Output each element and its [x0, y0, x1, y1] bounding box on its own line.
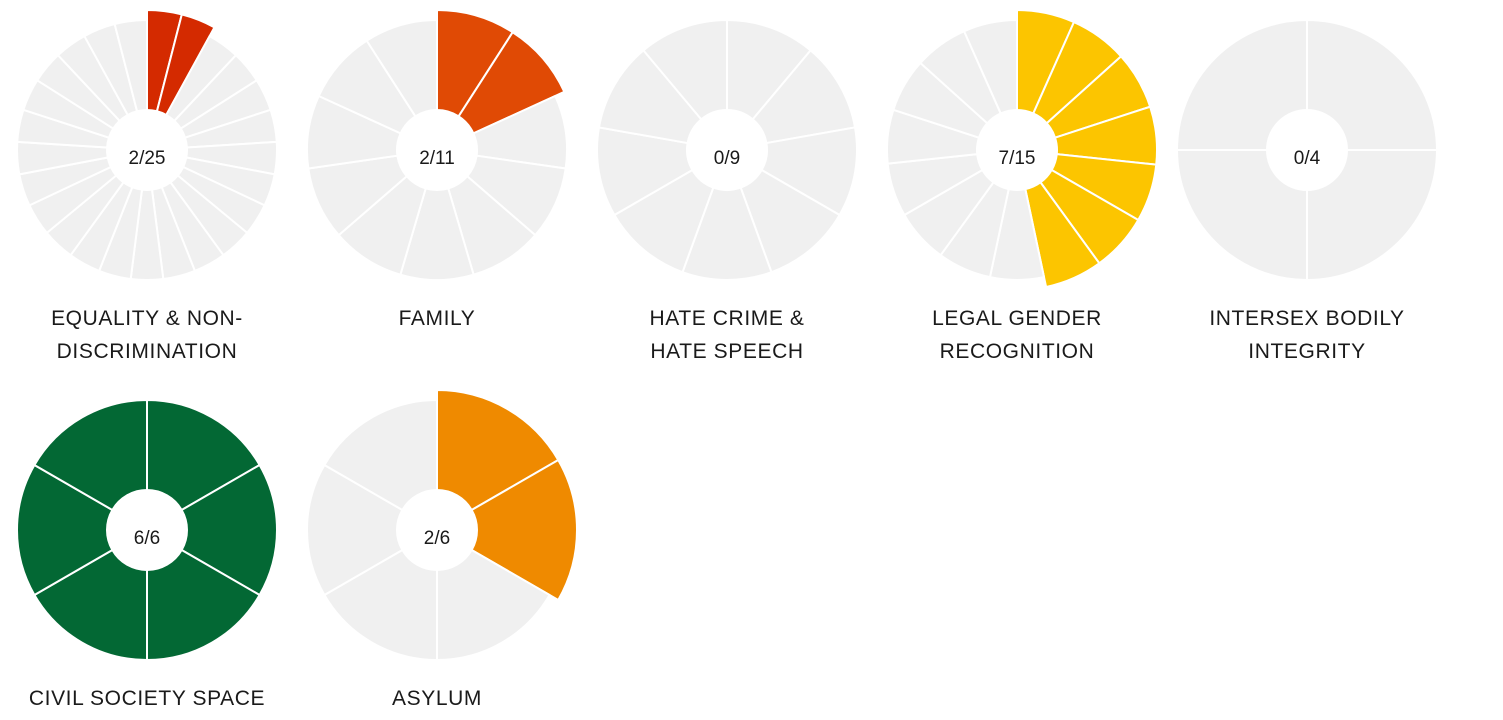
wheel-segment-achieved [33, 549, 148, 661]
wheel-segment-empty [113, 19, 148, 113]
wheel-segment-empty [760, 126, 858, 216]
wheel-ratio-label: 7/15 [998, 148, 1036, 169]
wheel-segment-empty [739, 169, 841, 274]
wheel-segment-empty [306, 464, 404, 596]
wheel-segment-empty [323, 399, 438, 511]
wheel-ratio-label: 2/25 [128, 148, 166, 169]
wheel-chart [292, 10, 582, 290]
wheel-svg [306, 390, 578, 661]
wheel-segment-achieved [155, 13, 216, 116]
wheel-segment-empty [1176, 19, 1308, 151]
wheel-segment-empty [1306, 19, 1438, 151]
category-label: FAMILY [398, 307, 476, 330]
category-label: CIVIL SOCIETY SPACE [28, 687, 266, 710]
wheel-segment-empty [447, 175, 537, 276]
wheel-segment-empty [307, 154, 408, 237]
wheel-chart [2, 390, 292, 670]
wheel-segment-empty [436, 549, 551, 661]
category-label: LEGAL GENDER RECOGNITION [932, 307, 1102, 363]
wheel-chart [292, 390, 582, 670]
wheel-ratio-label: 6/6 [133, 528, 161, 549]
wheel-segment-achieved [436, 390, 560, 511]
wheel-segment-empty [472, 94, 568, 170]
wheel-chart [1162, 10, 1452, 290]
wheel-svg [306, 10, 568, 281]
wheel-chart [872, 10, 1162, 290]
wheel-ratio-label: 0/9 [713, 148, 741, 169]
wheel-segment-achieved [16, 464, 114, 596]
wheel-segment-empty [317, 39, 417, 135]
wheel-segment-achieved [436, 10, 514, 118]
wheel-segment-achieved [1024, 181, 1101, 288]
wheel-segment-empty [1176, 149, 1308, 281]
wheel-segment-empty [1306, 149, 1438, 281]
wheel-segment-empty [365, 19, 438, 118]
wheel-svg [16, 10, 278, 281]
wheel-svg [886, 10, 1158, 288]
wheel-segment-achieved [33, 399, 148, 511]
wheel-segment-achieved [146, 549, 261, 661]
wheel-ratio-label: 2/11 [419, 148, 455, 169]
wheel-segment-empty [399, 187, 475, 281]
wheel-segment-empty [963, 19, 1018, 115]
wheel-segment-empty [642, 19, 728, 121]
wheel-segment-empty [306, 94, 402, 170]
wheel-segment-empty [751, 49, 857, 145]
wheel-segment-achieved [457, 31, 566, 135]
wheel-segment-empty [613, 169, 715, 274]
wheel-segment-empty [466, 154, 567, 237]
wheel-ratio-label: 0/4 [1293, 148, 1321, 169]
category-label: ASYLUM [392, 687, 482, 710]
wheel-segment-empty [596, 126, 694, 216]
wheel-chart [2, 10, 292, 290]
wheel-ratio-label: 2/6 [423, 528, 451, 549]
wheel-segment-empty [681, 186, 773, 281]
category-label: HATE CRIME & HATE SPEECH [649, 307, 805, 363]
wheel-chart [582, 10, 872, 290]
wheel-segment-achieved [180, 464, 278, 596]
category-label: EQUALITY & NON-DISCRIMINATION [51, 307, 243, 363]
wheel-segment-achieved [146, 399, 261, 511]
wheel-svg [596, 19, 858, 281]
category-label: INTERSEX BODILY INTEGRITY [1209, 307, 1405, 363]
wheel-segment-empty [323, 549, 438, 661]
wheel-segment-empty [597, 49, 703, 145]
wheel-segment-empty [726, 19, 812, 121]
wheel-svg [1176, 19, 1438, 281]
wheel-segment-empty [337, 175, 427, 276]
wheel-svg [16, 399, 278, 661]
